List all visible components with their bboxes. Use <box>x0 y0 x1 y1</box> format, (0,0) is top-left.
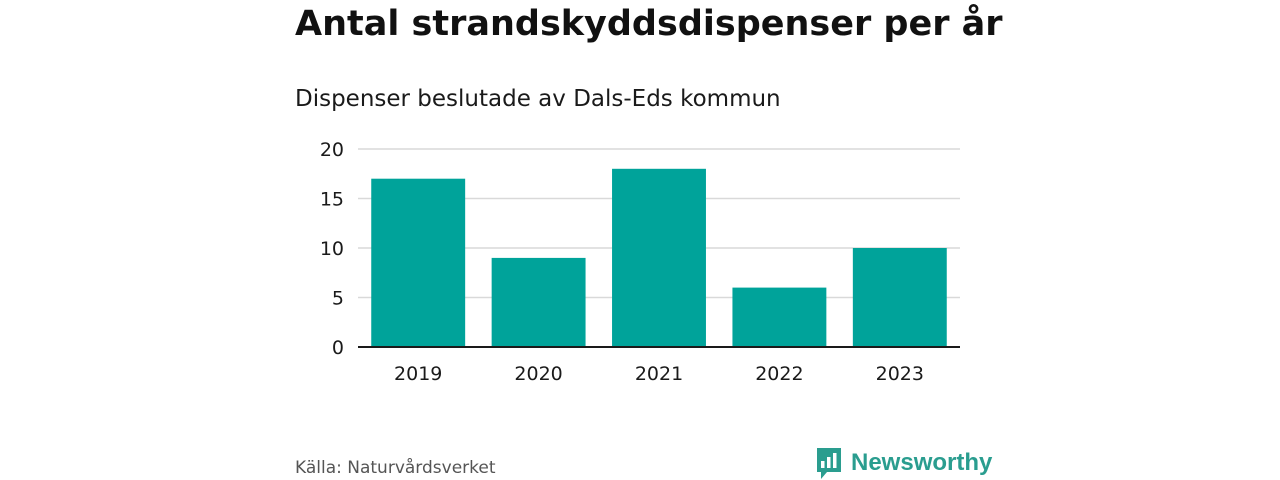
y-axis-ticks: 0 5 10 15 20 <box>320 139 344 359</box>
x-tick-label: 2021 <box>635 363 683 385</box>
y-tick-label: 5 <box>332 288 344 310</box>
y-tick-label: 20 <box>320 139 344 161</box>
bar-chart: 0 5 10 15 20 2019 2020 2021 2022 2023 <box>320 139 960 385</box>
x-tick-label: 2022 <box>755 363 803 385</box>
x-tick-label: 2019 <box>394 363 442 385</box>
brand-logo: Newsworthy <box>815 446 992 480</box>
bar-2022 <box>732 287 827 347</box>
y-tick-label: 15 <box>320 189 344 211</box>
x-axis-ticks: 2019 2020 2021 2022 2023 <box>394 363 924 385</box>
chart-subtitle: Dispenser beslutade av Dals-Eds kommun <box>295 86 781 112</box>
newsworthy-logo-icon <box>817 448 841 479</box>
y-tick-label: 0 <box>332 337 344 359</box>
x-tick-label: 2020 <box>514 363 562 385</box>
bar-2020 <box>491 257 586 347</box>
bar-2021 <box>612 168 706 347</box>
bar-2019 <box>371 178 466 347</box>
bars <box>371 168 947 347</box>
y-tick-label: 10 <box>320 238 344 260</box>
source-note: Källa: Naturvårdsverket <box>295 458 496 478</box>
bar-2023 <box>852 248 947 347</box>
brand-name: Newsworthy <box>851 449 993 476</box>
x-tick-label: 2023 <box>876 363 924 385</box>
chart-title: Antal strandskyddsdispenser per år <box>295 4 1003 44</box>
